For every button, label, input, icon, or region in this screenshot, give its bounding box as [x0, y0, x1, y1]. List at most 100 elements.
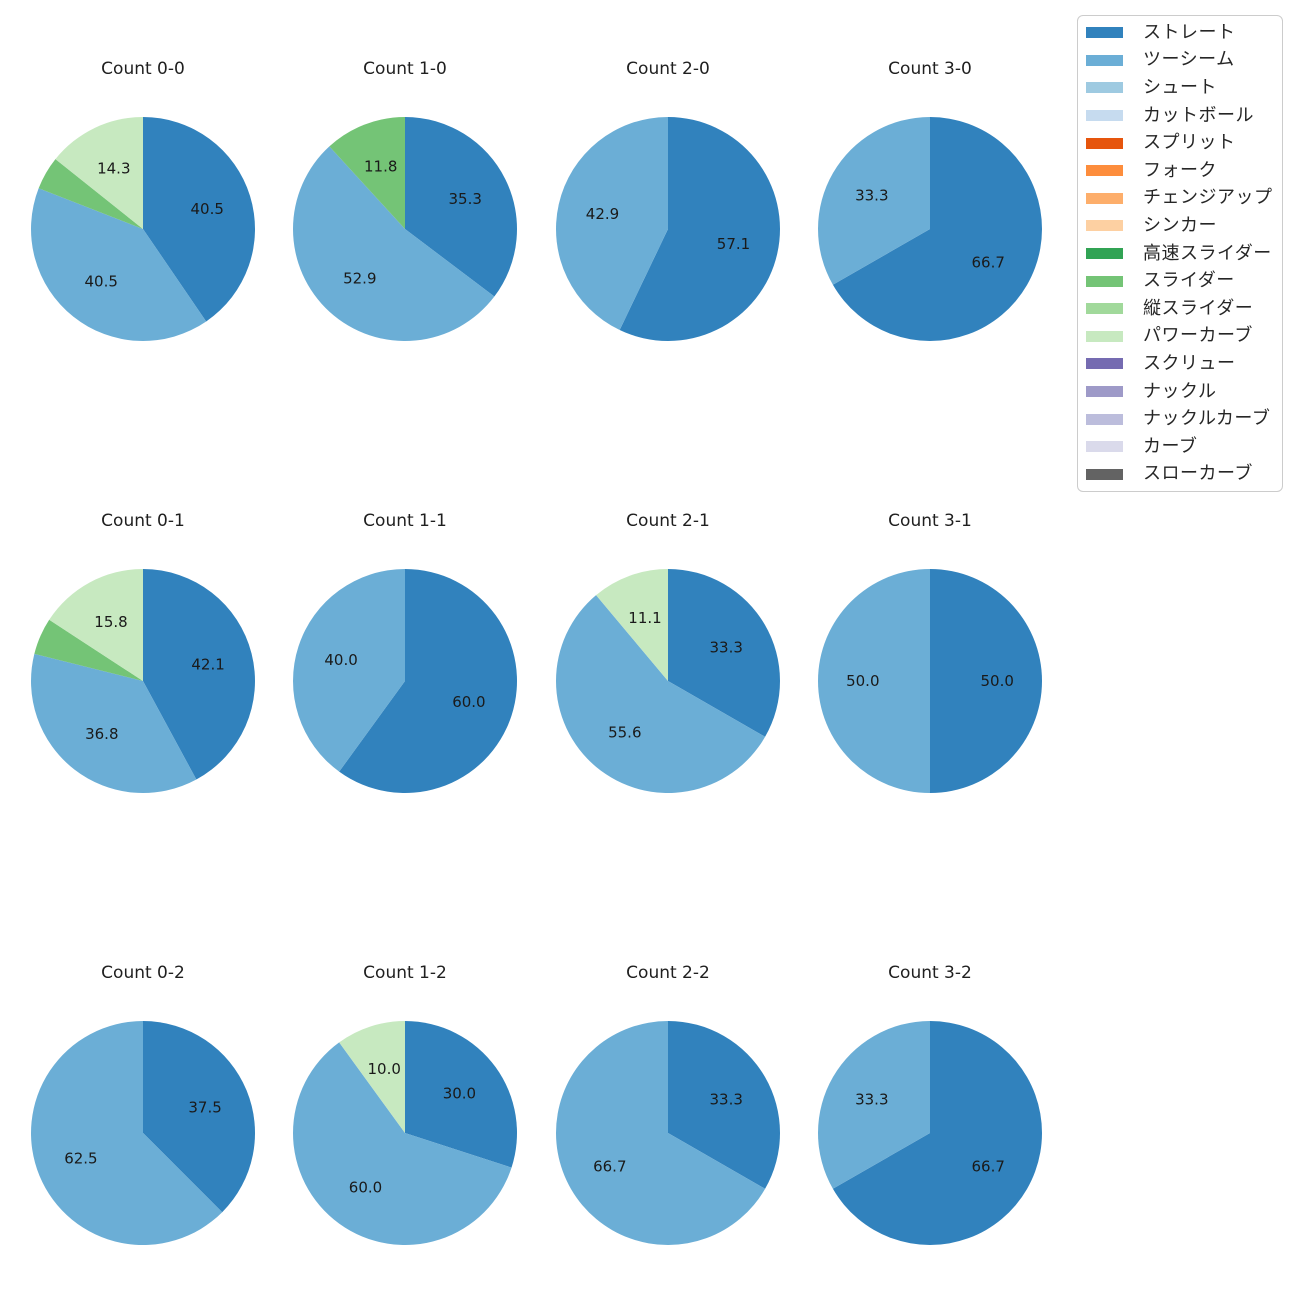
pie-percentage-label: 36.8 — [85, 725, 118, 743]
pie-chart-cell: Count 2-2 33.3 66.7 — [537, 962, 799, 1272]
pie-percentage-label: 15.8 — [94, 613, 127, 631]
legend-swatch-icon — [1086, 137, 1123, 149]
legend-label: カーブ — [1143, 435, 1198, 457]
pie-chart: 66.7 33.3 — [818, 117, 1042, 341]
legend-label: 高速スライダー — [1143, 242, 1272, 264]
chart-title: Count 1-2 — [363, 963, 447, 983]
pie-slice-ツーシーム — [818, 117, 930, 285]
pie-chart-cell: Count 3-2 66.7 33.3 — [799, 962, 1061, 1272]
pie-percentage-label: 60.0 — [349, 1178, 382, 1196]
pie-slice-ツーシーム — [31, 653, 197, 793]
pitch-type-legend: ストレート ツーシーム シュート カットボール スプリット フォーク チェンジアップ シンカー… — [1077, 15, 1283, 493]
legend-item: 高速スライダー — [1078, 240, 1282, 268]
pie-percentage-label: 60.0 — [452, 693, 485, 711]
pie-slice-ストレート — [405, 117, 517, 297]
chart-title: Count 3-2 — [888, 963, 972, 983]
legend-swatch-icon — [1086, 386, 1123, 398]
pie-slice-ストレート — [930, 569, 1042, 793]
pie-slice-ストレート — [832, 1021, 1042, 1245]
pie-chart-cell: Count 2-1 33.3 55.6 11.1 — [537, 510, 799, 820]
chart-title: Count 0-1 — [101, 511, 185, 531]
legend-item: スライダー — [1078, 267, 1282, 295]
pie-chart: 40.5 40.5 14.3 — [31, 117, 255, 341]
pie-slice-パワーカーブ — [596, 569, 668, 681]
pie-percentage-label: 33.3 — [709, 1090, 742, 1108]
legend-label: フォーク — [1143, 159, 1217, 181]
pie-slice-ツーシーム — [31, 188, 207, 341]
legend-item: ストレート — [1078, 19, 1282, 47]
pie-percentage-label: 14.3 — [97, 160, 130, 178]
pie-chart-cell: Count 1-0 35.3 52.9 11.8 — [274, 58, 536, 368]
legend-item: カーブ — [1078, 433, 1282, 461]
legend-swatch-icon — [1086, 192, 1123, 204]
pie-percentage-label: 52.9 — [343, 270, 376, 288]
pie-percentage-label: 40.5 — [190, 200, 223, 218]
pie-slice-ツーシーム — [818, 569, 930, 793]
legend-swatch-icon — [1086, 358, 1123, 370]
pie-chart-cell: Count 3-1 50.0 50.0 — [799, 510, 1061, 820]
pie-chart: 35.3 52.9 11.8 — [292, 117, 517, 342]
pie-slice-ストレート — [832, 117, 1042, 341]
legend-label: ストレート — [1143, 21, 1236, 43]
legend-swatch-icon — [1086, 441, 1123, 453]
pie-percentage-label: 40.0 — [324, 651, 357, 669]
pie-slice-ツーシーム — [556, 117, 668, 331]
legend-label: ナックル — [1143, 380, 1217, 402]
pie-slice-ストレート — [405, 1021, 518, 1168]
pie-slice-ストレート — [668, 569, 780, 737]
pie-chart-cell: Count 1-1 60.0 40.0 — [274, 510, 536, 820]
pie-slice-パワーカーブ — [49, 569, 144, 681]
chart-title: Count 0-0 — [101, 59, 185, 79]
pie-percentage-label: 30.0 — [443, 1085, 476, 1103]
pie-percentage-label: 62.5 — [64, 1150, 97, 1168]
legend-swatch-icon — [1086, 275, 1123, 287]
legend-item: ナックルカーブ — [1078, 405, 1282, 433]
pie-percentage-label: 40.5 — [84, 273, 117, 291]
pie-slice-ツーシーム — [293, 569, 405, 772]
chart-title: Count 2-1 — [626, 511, 710, 531]
legend-label: スプリット — [1143, 132, 1236, 154]
pie-percentage-label: 66.7 — [593, 1158, 626, 1176]
pie-chart-cell: Count 0-0 40.5 40.5 14.3 — [12, 58, 274, 368]
pie-percentage-label: 33.3 — [855, 1090, 888, 1108]
pie-chart-cell: Count 0-2 37.5 62.5 — [12, 962, 274, 1272]
legend-item: フォーク — [1078, 157, 1282, 185]
legend-swatch-icon — [1086, 330, 1123, 342]
legend-item: パワーカーブ — [1078, 323, 1282, 351]
legend-swatch-icon — [1086, 27, 1123, 39]
pie-chart: 33.3 55.6 11.1 — [556, 569, 780, 793]
pie-chart-cell: Count 3-0 66.7 33.3 — [799, 58, 1061, 368]
legend-item: シンカー — [1078, 212, 1282, 240]
pie-slice-ツーシーム — [292, 146, 495, 342]
pie-percentage-label: 57.1 — [717, 235, 750, 253]
pie-percentage-label: 35.3 — [448, 190, 481, 208]
pie-slice-パワーカーブ — [339, 1021, 405, 1133]
pie-chart: 33.3 66.7 — [556, 1021, 780, 1245]
chart-title: Count 1-0 — [363, 59, 447, 79]
pie-percentage-label: 33.3 — [855, 186, 888, 204]
pie-slice-スライダー — [329, 117, 405, 229]
pie-slice-ストレート — [143, 569, 255, 780]
pie-percentage-label: 55.6 — [608, 724, 641, 742]
pie-chart: 60.0 40.0 — [293, 569, 518, 793]
pie-slice-ツーシーム — [556, 1021, 766, 1245]
pie-slice-ストレート — [339, 569, 518, 793]
pie-chart: 30.0 60.0 10.0 — [293, 1021, 518, 1246]
legend-swatch-icon — [1086, 110, 1123, 122]
chart-title: Count 3-1 — [888, 511, 972, 531]
pie-chart: 37.5 62.5 — [31, 1021, 256, 1245]
pie-chart-cell: Count 0-1 42.1 36.8 15.8 — [12, 510, 274, 820]
legend-label: ナックルカーブ — [1143, 408, 1271, 430]
pie-slice-ストレート — [668, 1021, 780, 1189]
legend-label: スローカーブ — [1143, 463, 1253, 485]
pie-slice-ツーシーム — [818, 1021, 930, 1189]
legend-item: シュート — [1078, 74, 1282, 102]
legend-item: ナックル — [1078, 378, 1282, 406]
legend-swatch-icon — [1086, 54, 1123, 66]
chart-title: Count 2-0 — [626, 59, 710, 79]
chart-title: Count 2-2 — [626, 963, 710, 983]
legend-label: スクリュー — [1143, 352, 1236, 374]
pie-percentage-label: 66.7 — [971, 254, 1004, 272]
pie-chart-cell: Count 2-0 57.1 42.9 — [537, 58, 799, 368]
